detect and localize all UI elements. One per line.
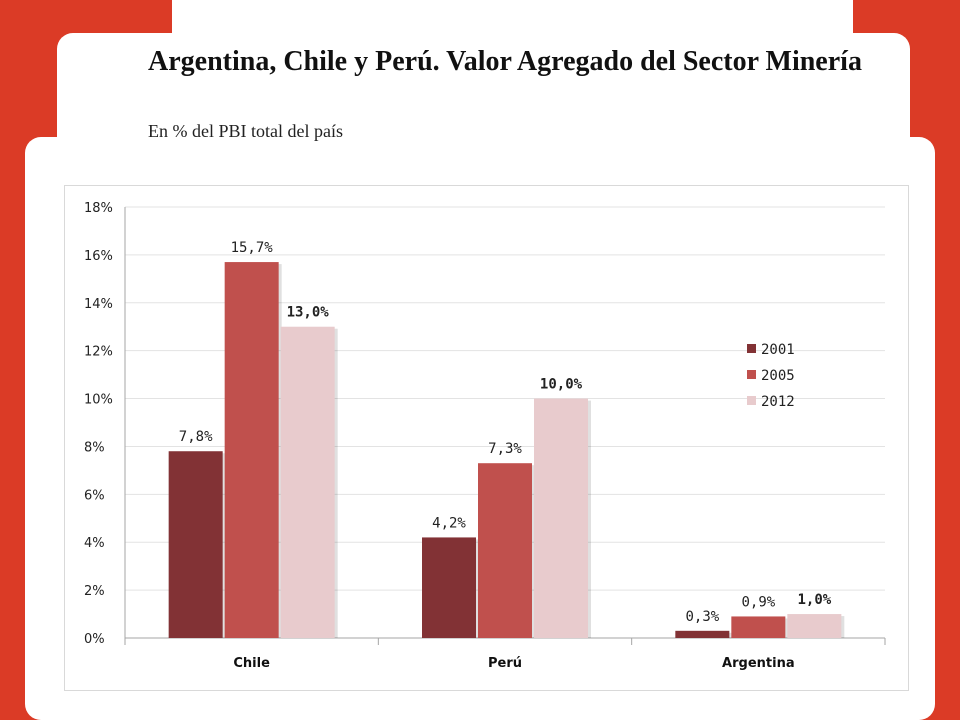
data-label: 0,9% [741,594,775,610]
y-tick-label: 14% [84,297,113,312]
x-category-label: Chile [233,656,270,671]
legend-swatch-2001 [747,344,756,353]
legend-swatch-2005 [747,370,756,379]
data-label: 7,3% [488,441,522,457]
y-tick-label: 2% [84,584,105,599]
y-tick-label: 6% [84,488,105,503]
data-label: 10,0% [540,377,583,393]
bar-2012-chile [280,326,335,638]
bar-2001-chile [168,451,223,638]
y-tick-label: 16% [84,249,113,264]
bar-2012-perú [534,398,588,638]
bar-2005-perú [478,463,532,638]
legend-label: 2012 [761,394,795,410]
legend-swatch-2012 [747,396,756,405]
bar-2005-chile [224,262,279,638]
data-label: 0,3% [685,609,719,625]
y-tick-label: 4% [84,536,105,551]
legend-label: 2005 [761,368,795,384]
data-label: 13,0% [287,305,330,321]
bar-2001-argentina [675,630,730,638]
data-label: 15,7% [231,240,274,256]
slide-title: Argentina, Chile y Perú. Valor Agregado … [148,46,862,77]
x-category-label: Perú [488,656,522,671]
bar-2005-argentina [731,616,786,638]
y-tick-label: 10% [84,393,113,408]
bar-2012-argentina [787,614,842,638]
data-label: 1,0% [797,592,831,608]
data-label: 4,2% [432,515,466,531]
y-tick-label: 0% [84,632,105,647]
legend-label: 2001 [761,342,795,358]
y-tick-label: 8% [84,440,105,455]
slide-subtitle: En % del PBI total del país [148,121,343,141]
y-tick-label: 12% [84,345,113,360]
y-tick-label: 18% [84,201,113,216]
bar-2001-perú [422,537,476,638]
x-category-label: Argentina [722,656,795,671]
data-label: 7,8% [179,429,213,445]
